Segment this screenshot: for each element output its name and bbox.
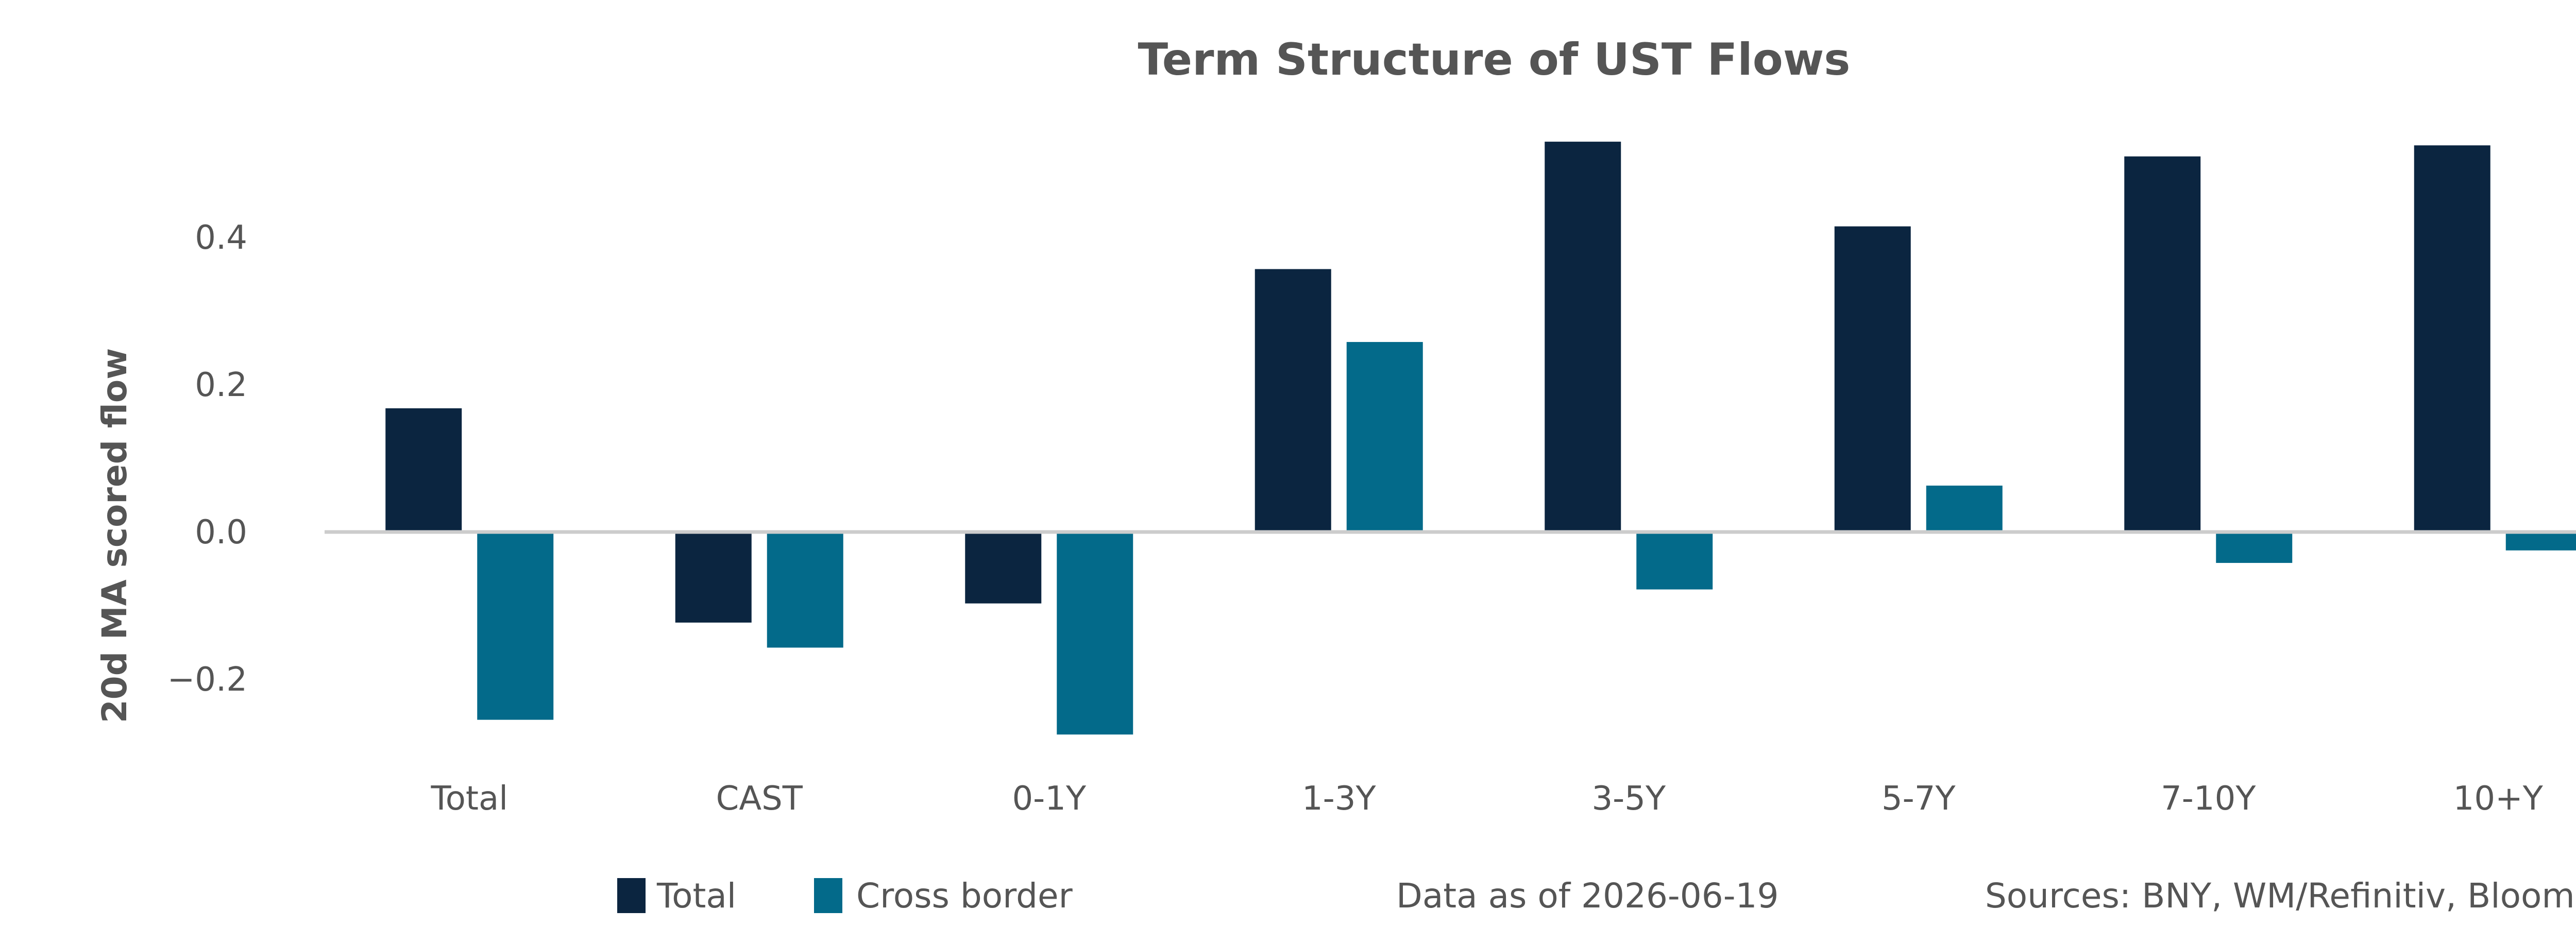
x-tick-label-1-3y: 1-3Y (1302, 780, 1377, 818)
bar-cross-border-5-7y (1926, 485, 2003, 532)
bar-cross-border-0-1y (1057, 532, 1133, 735)
x-tick-label-total: Total (431, 780, 508, 818)
chart-title: Term Structure of UST Flows (1138, 34, 1851, 85)
bar-cross-border-10plusy (2505, 532, 2576, 551)
x-tick-label-5-7y: 5-7Y (1882, 780, 1956, 818)
bars-group (385, 142, 2576, 735)
x-tick-label-3-5y: 3-5Y (1591, 780, 1666, 818)
bar-total-5-7y (1834, 226, 1911, 532)
sources-note: Sources: BNY, WM/Refinitiv, Bloomberg (1985, 876, 2576, 916)
bar-total-0-1y (965, 532, 1042, 604)
x-tick-label-7-10y: 7-10Y (2161, 780, 2256, 818)
y-tick-label-0-4: 0.4 (195, 219, 247, 257)
y-tick-label-0-0: 0.0 (195, 513, 247, 552)
bar-total-1-3y (1255, 269, 1331, 532)
bar-cross-border-total (477, 532, 554, 720)
x-axis-ticks: Total CAST 0-1Y 1-3Y 3-5Y 5-7Y 7-10Y 10+Y (431, 780, 2544, 818)
bar-total-3-5y (1545, 142, 1621, 533)
legend-label-total: Total (656, 876, 736, 916)
bar-cross-border-3-5y (1636, 532, 1713, 590)
bar-total-7-10y (2124, 156, 2201, 532)
y-axis-label: 20d MA scored flow (95, 348, 134, 723)
legend: Total Cross border (617, 876, 1073, 916)
legend-swatch-total (617, 878, 646, 913)
x-tick-label-0-1y: 0-1Y (1012, 780, 1087, 818)
bar-total-10plusy (2414, 145, 2490, 532)
legend-label-cross-border: Cross border (856, 876, 1073, 916)
bar-total-cast (675, 532, 752, 623)
x-tick-label-cast: CAST (716, 780, 803, 818)
x-tick-label-10plusy: 10+Y (2453, 780, 2544, 818)
y-tick-label-0-2: 0.2 (195, 366, 247, 404)
legend-swatch-cross-border (814, 878, 842, 913)
bar-cross-border-1-3y (1346, 342, 1423, 532)
y-tick-label-0-2: −0.2 (167, 661, 247, 699)
data-date-note: Data as of 2026-06-19 (1396, 876, 1779, 916)
bar-total-total (385, 408, 462, 532)
bar-cross-border-7-10y (2216, 532, 2293, 563)
bar-cross-border-cast (767, 532, 843, 648)
y-axis-ticks: −0.2 0.0 0.2 0.4 (167, 219, 247, 699)
